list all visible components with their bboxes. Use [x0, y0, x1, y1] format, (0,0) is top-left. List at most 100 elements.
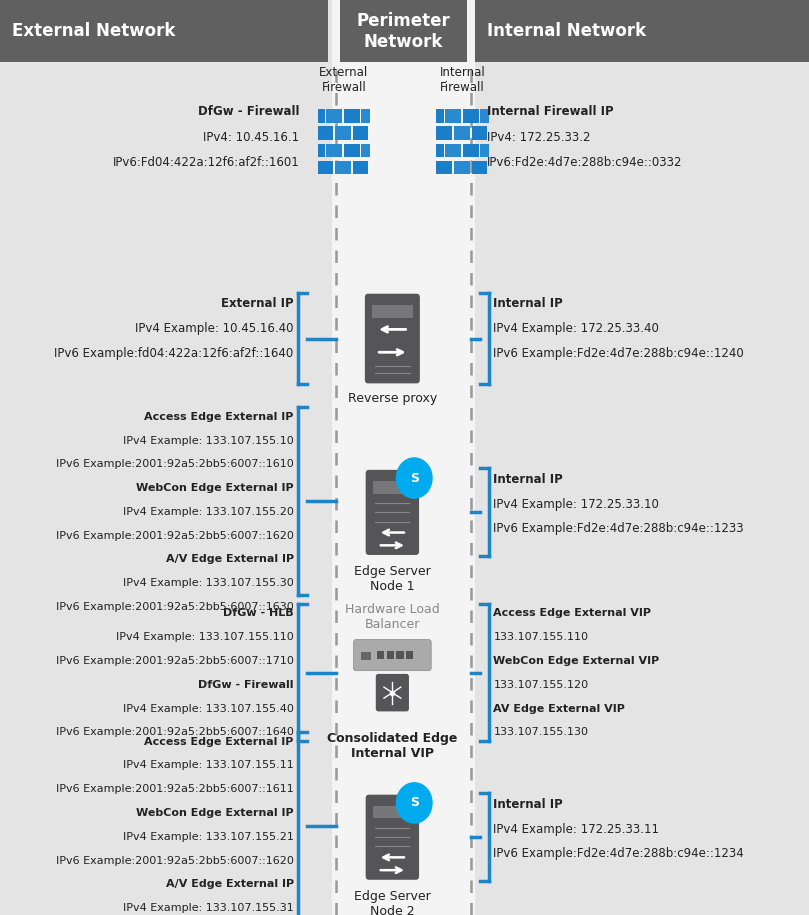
FancyBboxPatch shape [472, 161, 487, 174]
FancyBboxPatch shape [373, 806, 412, 818]
Text: IPv6 Example:2001:92a5:2bb5:6007::1620: IPv6 Example:2001:92a5:2bb5:6007::1620 [56, 856, 294, 866]
FancyBboxPatch shape [335, 126, 351, 140]
Text: Access Edge External IP: Access Edge External IP [144, 412, 294, 422]
FancyBboxPatch shape [436, 109, 443, 123]
Circle shape [396, 783, 432, 824]
Text: A/V Edge External IP: A/V Edge External IP [166, 879, 294, 889]
Text: IPv6 Example:Fd2e:4d7e:288b:c94e::1233: IPv6 Example:Fd2e:4d7e:288b:c94e::1233 [493, 522, 744, 535]
FancyBboxPatch shape [335, 161, 351, 174]
Text: Internal Firewall IP: Internal Firewall IP [487, 105, 614, 118]
FancyBboxPatch shape [362, 109, 370, 123]
Text: IPv6 Example:2001:92a5:2bb5:6007::1611: IPv6 Example:2001:92a5:2bb5:6007::1611 [56, 784, 294, 794]
FancyBboxPatch shape [481, 144, 489, 157]
Text: S: S [409, 796, 419, 810]
FancyBboxPatch shape [387, 651, 394, 659]
FancyBboxPatch shape [445, 109, 461, 123]
Text: IPv4 Example: 133.107.155.11: IPv4 Example: 133.107.155.11 [123, 760, 294, 770]
Text: IPv4 Example: 133.107.155.31: IPv4 Example: 133.107.155.31 [123, 903, 294, 913]
FancyBboxPatch shape [396, 651, 404, 659]
Text: IPv4 Example: 133.107.155.21: IPv4 Example: 133.107.155.21 [123, 832, 294, 842]
FancyBboxPatch shape [317, 109, 324, 123]
Text: Perimeter
Network: Perimeter Network [357, 12, 450, 50]
Text: External Network: External Network [12, 22, 176, 40]
Text: Reverse proxy: Reverse proxy [348, 392, 437, 404]
Text: IPv4 Example: 172.25.33.40: IPv4 Example: 172.25.33.40 [493, 322, 659, 335]
FancyBboxPatch shape [326, 109, 342, 123]
Text: IPv6 Example:2001:92a5:2bb5:6007::1620: IPv6 Example:2001:92a5:2bb5:6007::1620 [56, 531, 294, 541]
FancyBboxPatch shape [472, 126, 487, 140]
Text: Hardware Load
Balancer: Hardware Load Balancer [345, 603, 440, 631]
Text: IPv6 Example:Fd2e:4d7e:288b:c94e::1234: IPv6 Example:Fd2e:4d7e:288b:c94e::1234 [493, 847, 744, 860]
Text: S: S [409, 471, 419, 485]
Text: IPv4 Example: 133.107.155.110: IPv4 Example: 133.107.155.110 [116, 632, 294, 642]
Text: 133.107.155.110: 133.107.155.110 [493, 632, 588, 642]
Text: IPv4 Example: 10.45.16.40: IPv4 Example: 10.45.16.40 [135, 322, 294, 335]
FancyBboxPatch shape [475, 0, 809, 62]
Text: External IP: External IP [221, 297, 294, 310]
Text: Edge Server
Node 2: Edge Server Node 2 [354, 890, 430, 915]
Text: IPv6 Example:2001:92a5:2bb5:6007::1630: IPv6 Example:2001:92a5:2bb5:6007::1630 [56, 602, 294, 612]
Text: IPv6 Example:fd04:422a:12f6:af2f::1640: IPv6 Example:fd04:422a:12f6:af2f::1640 [54, 347, 294, 360]
Text: Access Edge External VIP: Access Edge External VIP [493, 608, 651, 619]
Text: Edge Server
Node 1: Edge Server Node 1 [354, 565, 430, 594]
FancyBboxPatch shape [353, 161, 368, 174]
FancyBboxPatch shape [373, 481, 412, 494]
Text: IPv4 Example: 172.25.33.11: IPv4 Example: 172.25.33.11 [493, 823, 659, 835]
FancyBboxPatch shape [340, 0, 467, 62]
Text: WebCon Edge External IP: WebCon Edge External IP [136, 483, 294, 493]
Text: DfGw - Firewall: DfGw - Firewall [198, 105, 299, 118]
Text: IPv6 Example:Fd2e:4d7e:288b:c94e::1240: IPv6 Example:Fd2e:4d7e:288b:c94e::1240 [493, 347, 744, 360]
FancyBboxPatch shape [317, 126, 333, 140]
Text: Internal IP: Internal IP [493, 297, 563, 310]
FancyBboxPatch shape [436, 144, 443, 157]
Text: External
Firewall: External Firewall [320, 66, 368, 94]
FancyBboxPatch shape [481, 109, 489, 123]
FancyBboxPatch shape [365, 294, 420, 383]
Circle shape [396, 458, 432, 498]
Text: IPv4 Example: 133.107.155.20: IPv4 Example: 133.107.155.20 [123, 507, 294, 517]
Text: A/V Edge External IP: A/V Edge External IP [166, 554, 294, 565]
FancyBboxPatch shape [454, 126, 470, 140]
Text: WebCon Edge External IP: WebCon Edge External IP [136, 808, 294, 818]
Text: Internal IP: Internal IP [493, 473, 563, 486]
Text: 133.107.155.130: 133.107.155.130 [493, 727, 588, 737]
FancyBboxPatch shape [344, 109, 360, 123]
Text: WebCon Edge External VIP: WebCon Edge External VIP [493, 656, 660, 666]
Text: IPv6 Example:2001:92a5:2bb5:6007::1640: IPv6 Example:2001:92a5:2bb5:6007::1640 [56, 727, 294, 737]
Text: DfGw - HLB: DfGw - HLB [223, 608, 294, 619]
Text: IPv6 Example:2001:92a5:2bb5:6007::1610: IPv6 Example:2001:92a5:2bb5:6007::1610 [56, 459, 294, 469]
FancyBboxPatch shape [361, 652, 371, 660]
Text: IPv6 Example:2001:92a5:2bb5:6007::1710: IPv6 Example:2001:92a5:2bb5:6007::1710 [56, 656, 294, 666]
Text: DfGw - Firewall: DfGw - Firewall [198, 680, 294, 690]
FancyBboxPatch shape [354, 640, 431, 671]
Text: AV Edge External VIP: AV Edge External VIP [493, 704, 625, 714]
FancyBboxPatch shape [436, 161, 452, 174]
FancyBboxPatch shape [317, 161, 333, 174]
Text: Internal Network: Internal Network [487, 22, 646, 40]
Text: IPv4 Example: 133.107.155.30: IPv4 Example: 133.107.155.30 [123, 578, 294, 588]
Text: Access Edge External IP: Access Edge External IP [144, 737, 294, 747]
Text: IPv4 Example: 133.107.155.40: IPv4 Example: 133.107.155.40 [123, 704, 294, 714]
Text: Consolidated Edge
Internal VIP: Consolidated Edge Internal VIP [327, 732, 458, 760]
Text: Internal
Firewall: Internal Firewall [440, 66, 485, 94]
FancyBboxPatch shape [377, 651, 384, 659]
FancyBboxPatch shape [362, 144, 370, 157]
Text: IPv6:Fd04:422a:12f6:af2f::1601: IPv6:Fd04:422a:12f6:af2f::1601 [112, 156, 299, 169]
Text: IPv4: 10.45.16.1: IPv4: 10.45.16.1 [203, 131, 299, 144]
Text: 133.107.155.120: 133.107.155.120 [493, 680, 589, 690]
FancyBboxPatch shape [366, 470, 419, 554]
FancyBboxPatch shape [317, 144, 324, 157]
Text: IPv6:Fd2e:4d7e:288b:c94e::0332: IPv6:Fd2e:4d7e:288b:c94e::0332 [487, 156, 683, 169]
FancyBboxPatch shape [454, 161, 470, 174]
Text: IPv4: 172.25.33.2: IPv4: 172.25.33.2 [487, 131, 591, 144]
FancyBboxPatch shape [366, 794, 419, 880]
FancyBboxPatch shape [375, 673, 409, 712]
FancyBboxPatch shape [326, 144, 342, 157]
Text: IPv4 Example: 172.25.33.10: IPv4 Example: 172.25.33.10 [493, 498, 659, 511]
FancyBboxPatch shape [332, 0, 475, 915]
Text: Internal IP: Internal IP [493, 798, 563, 811]
FancyBboxPatch shape [445, 144, 461, 157]
FancyBboxPatch shape [344, 144, 360, 157]
FancyBboxPatch shape [463, 144, 479, 157]
FancyBboxPatch shape [436, 126, 452, 140]
